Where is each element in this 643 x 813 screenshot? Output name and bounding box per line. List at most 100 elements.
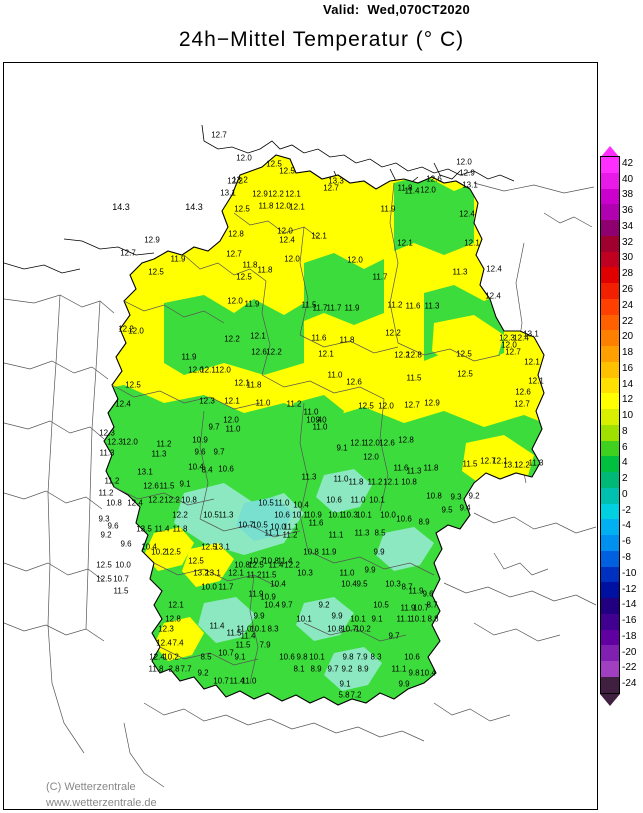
station-value: 11.2 xyxy=(387,300,403,310)
station-value: 11.4 xyxy=(277,556,293,566)
station-value: 9.9 xyxy=(398,679,410,689)
station-value: 12.1 xyxy=(492,456,508,466)
station-value: 11.5 xyxy=(462,459,478,469)
station-value: 11.8 xyxy=(339,335,355,345)
station-value: 9.1 xyxy=(371,614,383,624)
legend-tick: 2 xyxy=(622,473,628,485)
station-value: 11.1 xyxy=(264,528,280,538)
station-value: 7.9 xyxy=(259,640,271,650)
station-value: 12.5 xyxy=(248,560,264,570)
station-value: 10.9 xyxy=(306,510,322,520)
station-value: 12.9 xyxy=(252,189,268,199)
station-value: 12.8 xyxy=(398,435,414,445)
station-value: 11.5 xyxy=(159,481,175,491)
station-value: 12.1 xyxy=(524,357,540,367)
legend-tick: -24 xyxy=(622,678,637,690)
station-value: 10.1 xyxy=(356,510,372,520)
station-value: 11.3 xyxy=(151,449,167,459)
station-value: 11.2 xyxy=(246,570,262,580)
station-value: 11.0 xyxy=(225,424,241,434)
station-value: 11.3 xyxy=(218,510,234,520)
station-value: 11.7 xyxy=(326,303,342,313)
station-value: 10.7 xyxy=(218,648,234,658)
station-value: 10.5 xyxy=(373,600,389,610)
station-value: 10.8 xyxy=(401,477,417,487)
station-value: 12.2 xyxy=(266,347,282,357)
station-value: 10.5 xyxy=(258,498,274,508)
station-value: 9.1 xyxy=(336,443,348,453)
station-value: 9.9 xyxy=(253,611,265,621)
station-value: 12.3 xyxy=(99,428,115,438)
station-value: 11.5 xyxy=(235,640,251,650)
station-value: 9.7 xyxy=(388,631,400,641)
station-value: 9.9 xyxy=(373,547,385,557)
station-value: 12.4 xyxy=(486,264,502,274)
station-value: 11.3 xyxy=(354,528,370,538)
station-value: 11.3 xyxy=(301,472,317,482)
station-value: 8.4 xyxy=(201,465,213,475)
station-value: 11.1 xyxy=(328,530,344,540)
station-value: 9.8 xyxy=(342,652,354,662)
station-value: 12.1 xyxy=(350,438,366,448)
station-value: 12.7 xyxy=(505,347,521,357)
station-value: 11.8 xyxy=(397,183,413,193)
station-value: 11.8 xyxy=(246,380,262,390)
station-value: 12.0 xyxy=(277,226,293,236)
legend-color-band xyxy=(601,283,619,299)
legend-color-band xyxy=(601,204,619,220)
legend-tick: 14 xyxy=(622,378,634,390)
station-value: 12.7 xyxy=(480,456,496,466)
station-value: 9.2 xyxy=(197,668,209,678)
legend-color-band xyxy=(601,188,619,205)
station-value: 12.2 xyxy=(148,495,164,505)
station-value: 12.1 xyxy=(289,202,305,212)
station-value: 12.3 xyxy=(199,396,215,406)
station-value: 11.9 xyxy=(321,547,337,557)
station-value: 12.0 xyxy=(215,365,231,375)
station-value: 11.3 xyxy=(406,466,422,476)
station-value: 12.6 xyxy=(426,174,442,184)
station-value: 12.9 xyxy=(144,235,160,245)
legend-color-band xyxy=(601,676,619,693)
station-value: 12.7 xyxy=(323,183,339,193)
station-value: 11.4 xyxy=(209,621,225,631)
station-value: 11.3 xyxy=(528,458,544,468)
legend-tick: -2 xyxy=(622,504,631,516)
isoline-label: 14.3 xyxy=(112,202,130,212)
station-value: 10.7 xyxy=(113,574,129,584)
station-value: 11.9 xyxy=(408,586,424,596)
station-value: 10.6 xyxy=(218,464,234,474)
station-value: 11.2 xyxy=(282,530,298,540)
legend-tick: 4 xyxy=(622,457,628,469)
station-value: 9.6 xyxy=(422,589,434,599)
station-value: 9.3 xyxy=(450,492,462,502)
station-value: 10.4 xyxy=(264,600,280,610)
station-value: 11.0 xyxy=(350,495,366,505)
valid-label: Valid: xyxy=(323,2,360,17)
station-value: 11.7 xyxy=(372,272,388,282)
station-value: 9.4 xyxy=(459,503,471,513)
legend-color-band xyxy=(601,487,619,504)
station-value: 12.8 xyxy=(228,229,244,239)
station-value: 12.0 xyxy=(363,452,379,462)
station-value: 9.6 xyxy=(120,539,132,549)
station-value: 11.5 xyxy=(261,570,277,580)
station-value: 10.7 xyxy=(238,520,254,530)
legend-color-band xyxy=(601,267,619,283)
station-value: 12.2 xyxy=(268,189,284,199)
station-value: 12.5 xyxy=(125,380,141,390)
station-value: 13.1 xyxy=(205,568,221,578)
legend-tick: 28 xyxy=(622,268,634,280)
valid-value: Wed,070CT2020 xyxy=(367,2,470,17)
station-value: 12.3 xyxy=(107,437,123,447)
legend-tick: 12 xyxy=(622,394,634,406)
station-value: 12.2 xyxy=(284,560,300,570)
station-value: 12.7 xyxy=(404,400,420,410)
station-value: 11.9 xyxy=(344,303,360,313)
color-scale-legend xyxy=(600,156,620,694)
station-value: 10.4 xyxy=(420,668,436,678)
legend-tick: 22 xyxy=(622,315,634,327)
station-value: 11.8 xyxy=(242,260,258,270)
legend-tick: 36 xyxy=(622,205,634,217)
station-value: 11.1 xyxy=(391,664,407,674)
